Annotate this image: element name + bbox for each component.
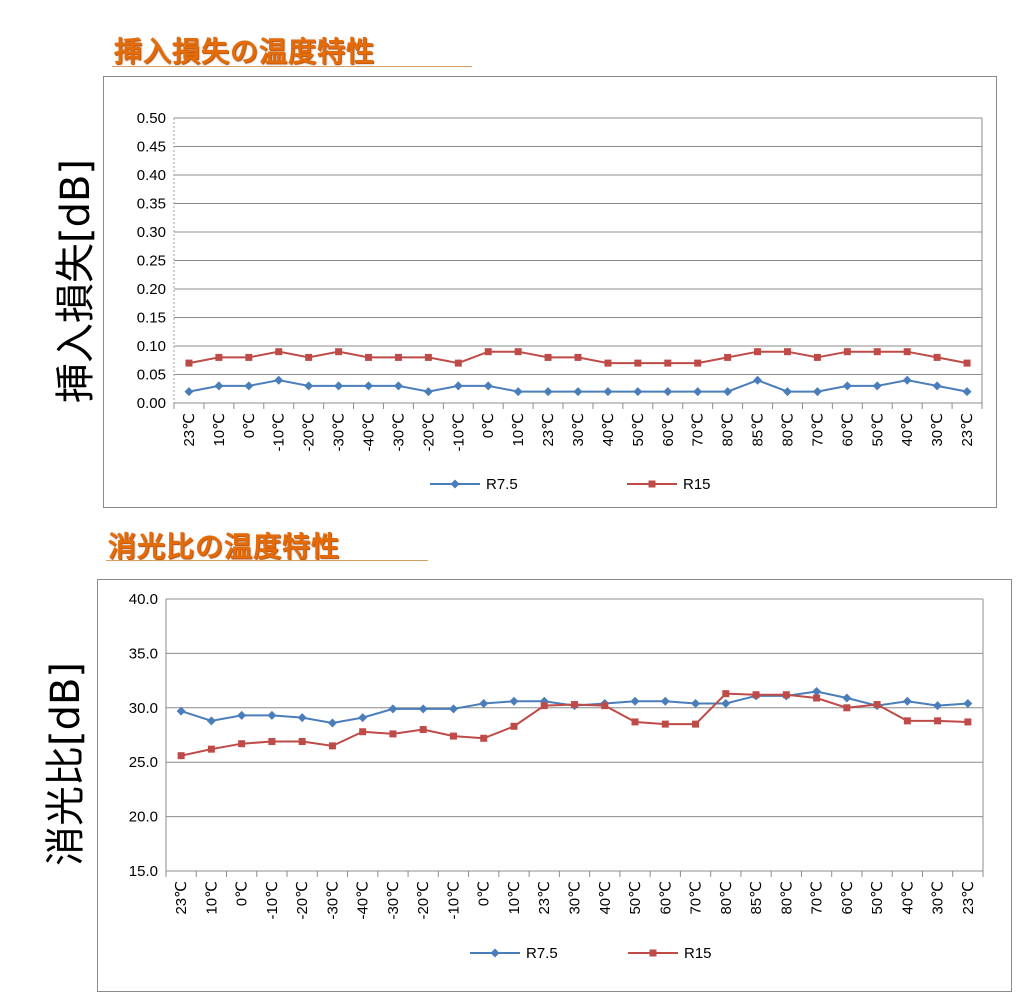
chart1-title: 挿入損失の温度特性 — [114, 30, 375, 70]
chart1-title-rule — [112, 66, 472, 67]
chart1-frame — [103, 76, 997, 508]
chart2-title: 消光比の温度特性 — [108, 525, 340, 565]
chart2-y-axis-label: 消光比[dB] — [33, 659, 83, 869]
chart2-frame — [97, 579, 1012, 992]
chart2-title-rule — [106, 560, 428, 561]
chart1-y-axis-label: 挿入損失[dB] — [43, 163, 93, 403]
